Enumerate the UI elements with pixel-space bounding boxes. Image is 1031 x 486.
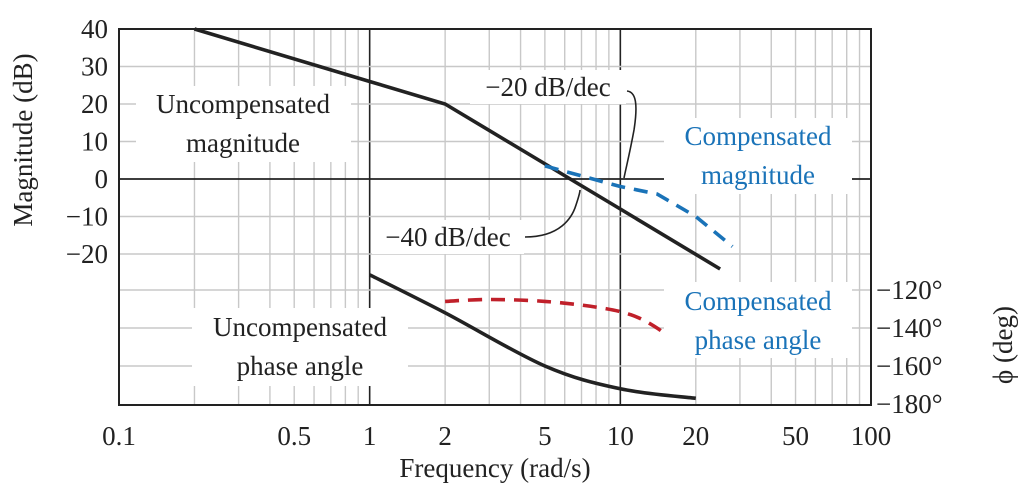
y-tick-label-phase: −120°	[876, 275, 943, 305]
x-tick-label: 2	[438, 421, 452, 451]
y-tick-label-magnitude: −10	[66, 202, 108, 232]
svg-text:magnitude: magnitude	[186, 128, 300, 158]
y-tick-label-phase: −160°	[876, 351, 943, 381]
y-tick-label-magnitude: 20	[81, 89, 108, 119]
y-tick-label-magnitude: 10	[81, 127, 108, 157]
x-axis-label: Frequency (rad/s)	[399, 453, 590, 483]
x-tick-label: 100	[851, 421, 892, 451]
chart-ticks: 0.1 0.5 1 2 5 10 20 50 100403020100−10−20−120°−1…	[66, 14, 943, 451]
annotation-uncompensated-phase: Uncompensated phase angle	[192, 308, 408, 386]
svg-text:Uncompensated: Uncompensated	[156, 89, 330, 119]
y-tick-label-magnitude: 0	[95, 164, 109, 194]
x-tick-label: 0.5	[277, 421, 311, 451]
plot-frame	[118, 28, 872, 406]
x-tick-label: 1	[363, 421, 377, 451]
svg-text:−40 dB/dec: −40 dB/dec	[385, 222, 510, 252]
series-line-uncompensated-phase-angle	[368, 273, 697, 401]
x-tick-label: 50	[782, 421, 809, 451]
leader-line-40dbdec	[524, 189, 581, 238]
y-axis-label-phase: ϕ (deg)	[988, 306, 1018, 384]
svg-text:magnitude: magnitude	[701, 160, 815, 190]
y-tick-label-phase: −180°	[876, 389, 943, 419]
svg-text:phase angle: phase angle	[695, 325, 822, 355]
annotation-slope-20: −20 dB/dec	[470, 70, 626, 104]
svg-text:Uncompensated: Uncompensated	[213, 312, 387, 342]
annotation-slope-40: −40 dB/dec	[372, 220, 524, 254]
x-tick-label: 20	[682, 421, 709, 451]
y-axis-label-magnitude: Magnitude (dB)	[8, 53, 38, 226]
svg-text:phase angle: phase angle	[237, 351, 364, 381]
leader-line-20dbdec	[623, 90, 637, 179]
x-tick-label: 5	[538, 421, 552, 451]
annotation-uncompensated-magnitude: Uncompensated magnitude	[136, 86, 351, 162]
svg-text:−20 dB/dec: −20 dB/dec	[485, 72, 610, 102]
annotation-compensated-phase: Compensated phase angle	[664, 282, 852, 358]
y-tick-label-phase: −140°	[876, 313, 943, 343]
annotation-compensated-magnitude: Compensated magnitude	[664, 118, 852, 194]
y-tick-label-magnitude: 40	[81, 14, 108, 44]
y-tick-label-magnitude: −20	[66, 239, 108, 269]
x-tick-label: 10	[607, 421, 634, 451]
svg-text:Compensated: Compensated	[685, 286, 832, 316]
chart-series	[193, 27, 734, 401]
series-line-uncompensated-magnitude	[193, 27, 722, 271]
x-tick-label: 0.1	[102, 421, 136, 451]
svg-text:Compensated: Compensated	[685, 121, 832, 151]
y-tick-label-magnitude: 30	[81, 52, 108, 82]
series-line-compensated-phase-angle	[445, 297, 686, 351]
series-line-compensated-magnitude	[544, 164, 734, 248]
